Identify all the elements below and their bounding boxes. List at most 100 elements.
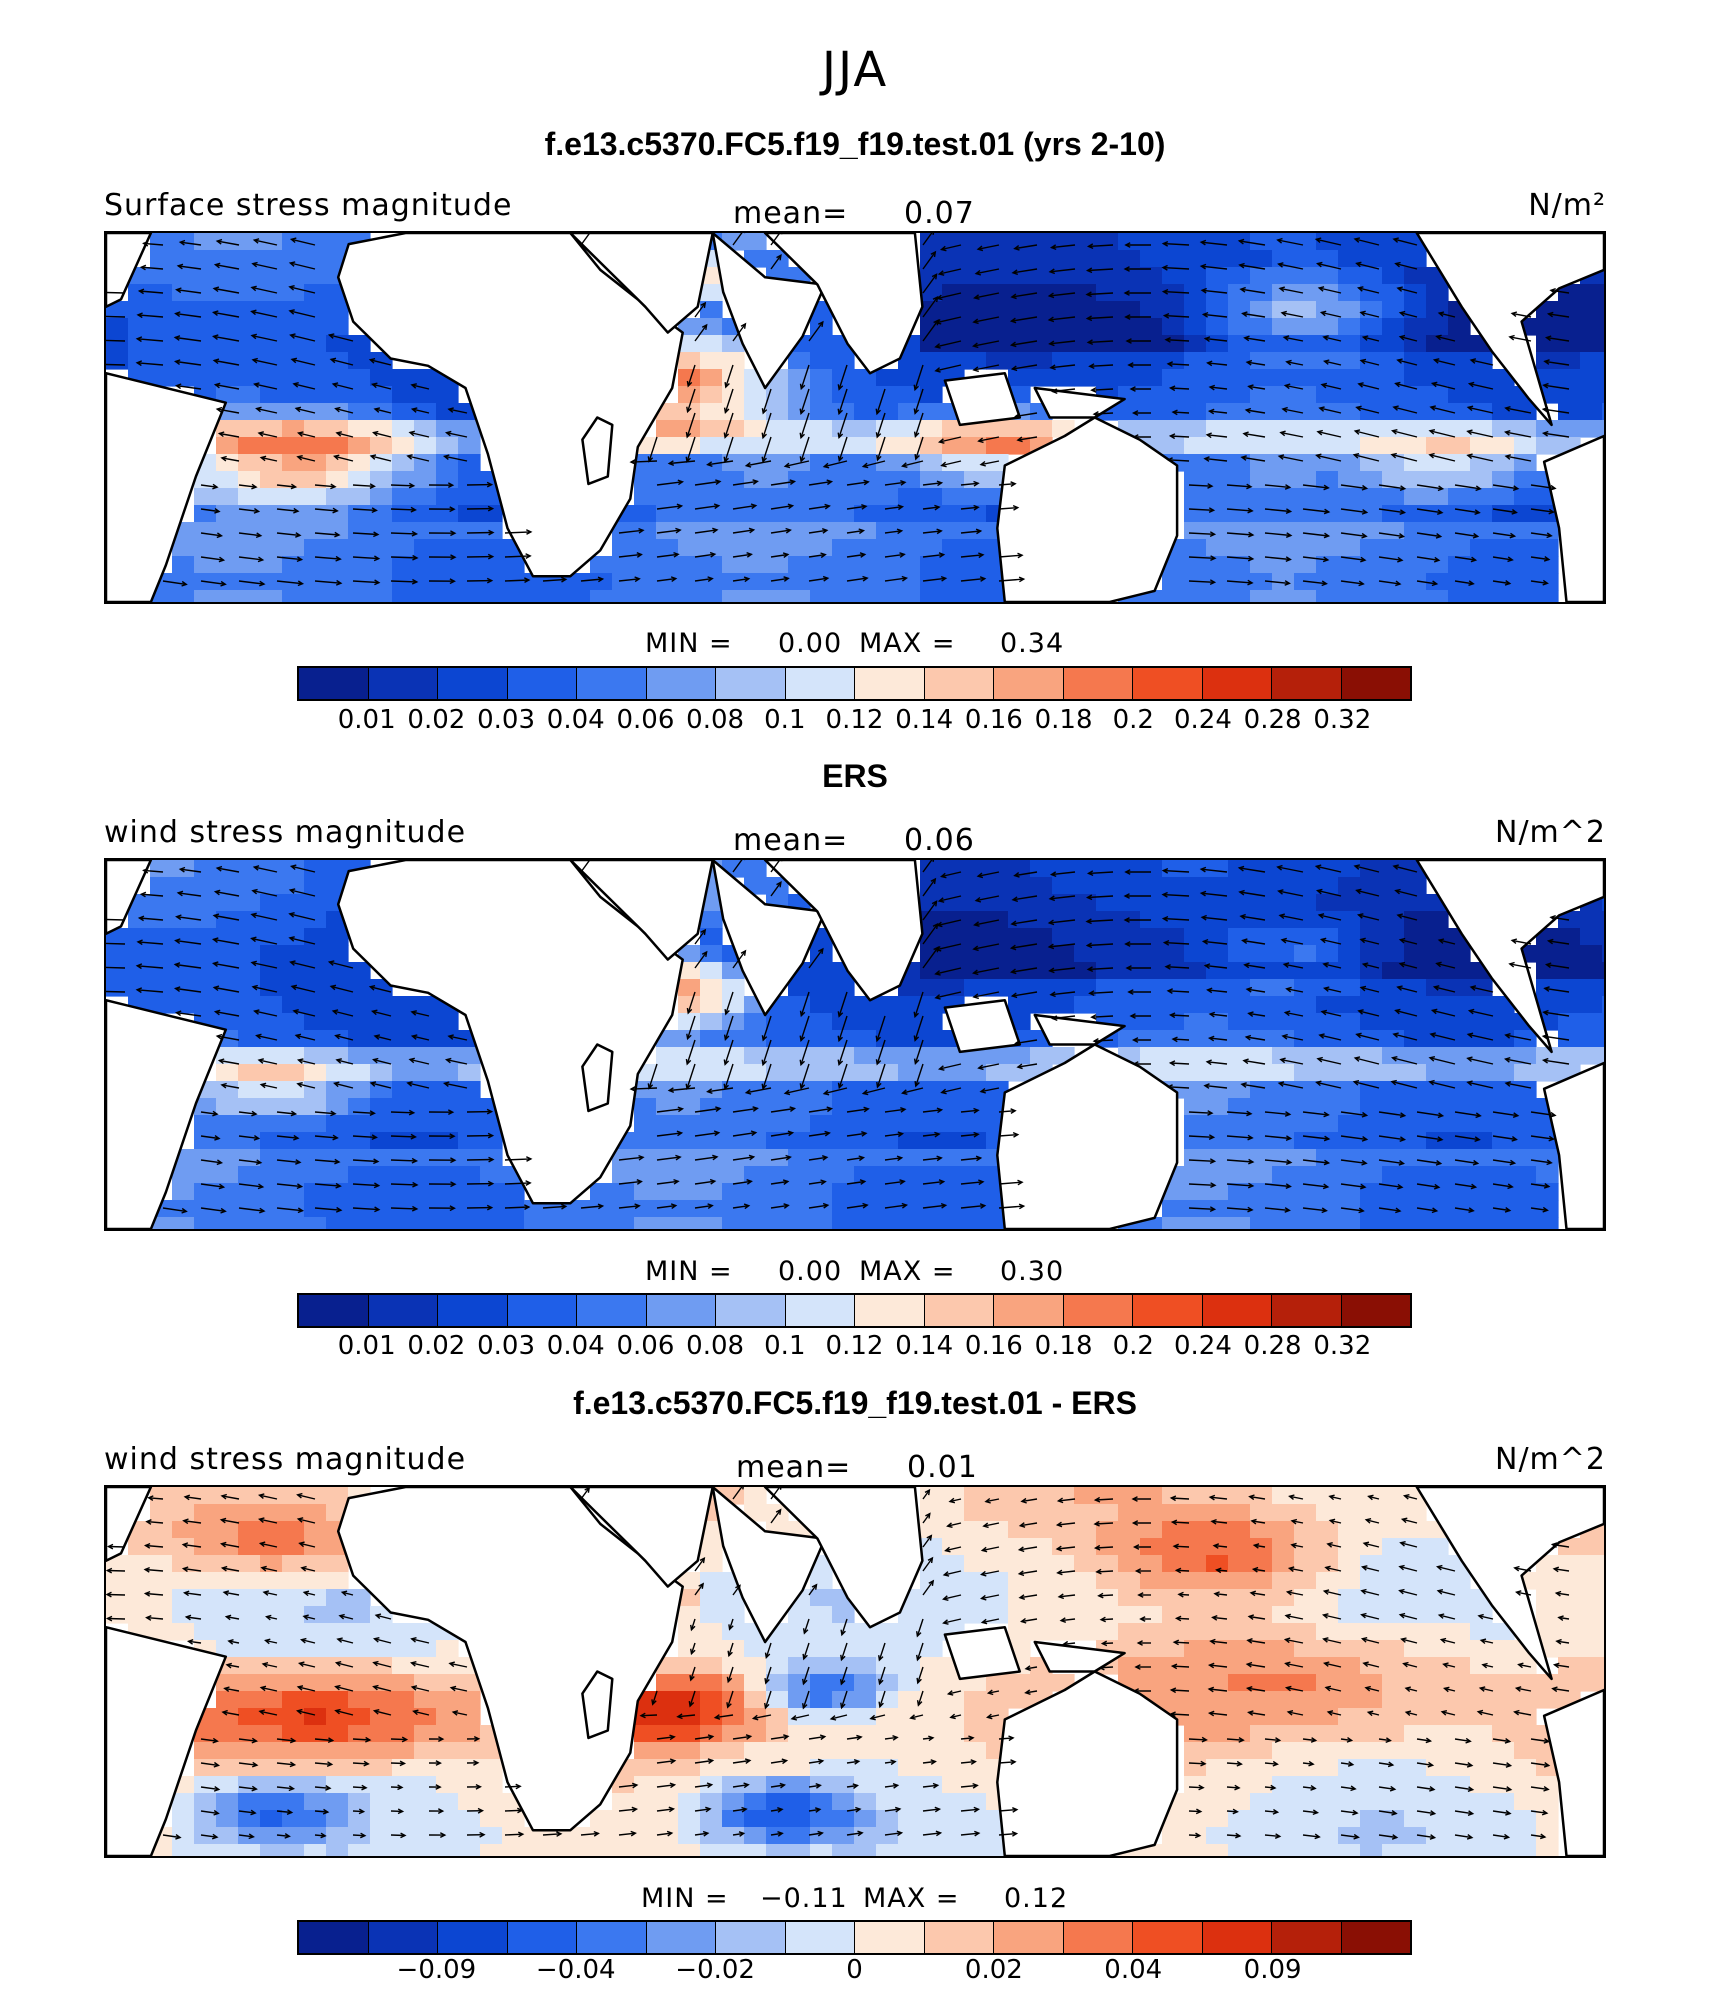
panel-2-mean-value: 0.06: [904, 823, 975, 858]
colorbar-swatch: [855, 668, 925, 699]
colorbar-swatch: [438, 1922, 508, 1953]
colorbar-swatch: [1133, 1295, 1203, 1326]
colorbar-swatch: [855, 1922, 925, 1953]
panel-1-title: f.e13.c5370.FC5.f19_f19.test.01 (yrs 2-1…: [544, 126, 1166, 162]
colorbar-tick-label: 0.02: [407, 705, 466, 735]
panel-3-colorbar-ticks: −0.09 −0.04 −0.02 0 0.02 0.04 0.09: [297, 1955, 1412, 1987]
colorbar-tick-label: 0.16: [964, 1331, 1023, 1361]
panel-2-title: ERS: [822, 758, 888, 794]
panel-1-max-label: MAX =: [859, 628, 956, 659]
colorbar-tick-label: 0.03: [477, 1331, 536, 1361]
panel-3-mean-label: mean=: [736, 1450, 852, 1485]
colorbar-tick-label: 0.28: [1243, 705, 1302, 735]
panel-3-map-svg: [106, 1487, 1604, 1856]
coastlines: [106, 860, 1604, 1229]
colorbar-swatch: [1272, 1295, 1342, 1326]
panel-3-variable: wind stress magnitude: [104, 1442, 467, 1477]
colorbar-tick-label: 0.24: [1173, 705, 1232, 735]
wind-vectors: [106, 1487, 1570, 1840]
panel-1-max-value: 0.34: [1000, 628, 1065, 659]
panel-2-max-label: MAX =: [859, 1256, 956, 1287]
colorbar-swatch: [646, 1922, 716, 1953]
panel-1-units: N/m²: [1528, 188, 1606, 223]
colorbar-swatch: [368, 1295, 438, 1326]
colorbar-swatch: [924, 668, 994, 699]
coastlines: [106, 1487, 1604, 1856]
panel-1-mean-label: mean=: [733, 196, 849, 231]
panel-2-min-value: 0.00: [778, 1256, 843, 1287]
colorbar-swatch: [1341, 668, 1410, 699]
panel-1-map-svg: [106, 233, 1604, 602]
colorbar-swatch: [994, 1295, 1064, 1326]
panel-2-map-svg: [106, 860, 1604, 1229]
colorbar-swatch: [994, 1922, 1064, 1953]
colorbar-swatch: [855, 1295, 925, 1326]
colorbar-tick-label: 0.1: [764, 705, 806, 735]
colorbar-tick-label: 0.06: [616, 1331, 675, 1361]
colorbar-tick-label: 0.14: [895, 1331, 954, 1361]
panel-3-min-label: MIN =: [641, 1883, 729, 1914]
colorbar-tick-label: −0.09: [396, 1955, 477, 1985]
colorbar-swatch: [507, 1295, 577, 1326]
panel-3-map: [104, 1485, 1606, 1858]
colorbar-tick-label: 0.02: [407, 1331, 466, 1361]
colorbar-tick-label: 0.08: [686, 705, 745, 735]
colorbar-tick-label: 0.1: [764, 1331, 806, 1361]
colorbar-tick-label: 0.03: [477, 705, 536, 735]
panel-2-colorbar-ticks: 0.01 0.02 0.03 0.04 0.06 0.08 0.1 0.12 0.14 0.16 0…: [297, 1331, 1412, 1363]
colorbar-tick-label: 0.02: [964, 1955, 1023, 1985]
panel-3-colorbar: [297, 1920, 1412, 1955]
panel-3-title: f.e13.c5370.FC5.f19_f19.test.01 - ERS: [573, 1385, 1137, 1421]
colorbar-swatch: [1341, 1922, 1410, 1953]
colorbar-swatch: [924, 1922, 994, 1953]
colorbar-tick-label: 0.18: [1034, 1331, 1093, 1361]
colorbar-tick-label: 0.32: [1313, 1331, 1372, 1361]
colorbar-tick-label: −0.02: [675, 1955, 755, 1985]
colorbar-swatch: [577, 668, 647, 699]
wind-vectors: [106, 233, 1570, 587]
panel-2-max-value: 0.30: [1000, 1256, 1065, 1287]
colorbar-swatch: [1272, 1922, 1342, 1953]
colorbar-tick-label: 0.08: [686, 1331, 745, 1361]
colorbar-swatch: [785, 1922, 855, 1953]
colorbar-swatch: [1272, 668, 1342, 699]
panel-2-variable: wind stress magnitude: [104, 815, 467, 850]
colorbar-swatch: [438, 668, 508, 699]
panel-2-mean-label: mean=: [733, 823, 849, 858]
colorbar-swatch: [1202, 1295, 1272, 1326]
panel-1-min-label: MIN =: [645, 628, 733, 659]
colorbar-swatch: [1063, 668, 1133, 699]
colorbar-swatch: [1202, 668, 1272, 699]
colorbar-tick-label: 0.01: [337, 1331, 396, 1361]
colorbar-swatch: [716, 668, 786, 699]
coastlines: [106, 233, 1604, 602]
colorbar-swatch: [1063, 1922, 1133, 1953]
colorbar-tick-label: 0.09: [1243, 1955, 1302, 1985]
colorbar-tick-label: 0.24: [1173, 1331, 1232, 1361]
colorbar-swatch: [368, 1922, 438, 1953]
panel-1-min-value: 0.00: [778, 628, 843, 659]
stress-field: [106, 860, 1604, 1229]
colorbar-swatch: [924, 1295, 994, 1326]
colorbar-swatch: [438, 1295, 508, 1326]
panel-1-colorbar: [297, 666, 1412, 701]
colorbar-swatch: [299, 1922, 369, 1953]
colorbar-tick-label: 0.04: [1104, 1955, 1163, 1985]
colorbar-swatch: [994, 668, 1064, 699]
colorbar-tick-label: 0.18: [1034, 705, 1093, 735]
colorbar-tick-label: 0.2: [1112, 705, 1154, 735]
colorbar-tick-label: 0.12: [825, 705, 884, 735]
colorbar-swatch: [368, 668, 438, 699]
colorbar-swatch: [577, 1295, 647, 1326]
colorbar-tick-label: 0.14: [895, 705, 954, 735]
colorbar-tick-label: 0.04: [546, 1331, 605, 1361]
colorbar-tick-label: 0.04: [546, 705, 605, 735]
colorbar-tick-label: 0: [846, 1955, 863, 1985]
figure-title: JJA: [821, 42, 889, 98]
panel-2-units: N/m^2: [1495, 815, 1606, 850]
colorbar-tick-label: 0.16: [964, 705, 1023, 735]
colorbar-tick-label: 0.06: [616, 705, 675, 735]
panel-2-map: [104, 858, 1606, 1231]
panel-3-units: N/m^2: [1495, 1442, 1606, 1477]
colorbar-tick-label: 0.2: [1112, 1331, 1154, 1361]
